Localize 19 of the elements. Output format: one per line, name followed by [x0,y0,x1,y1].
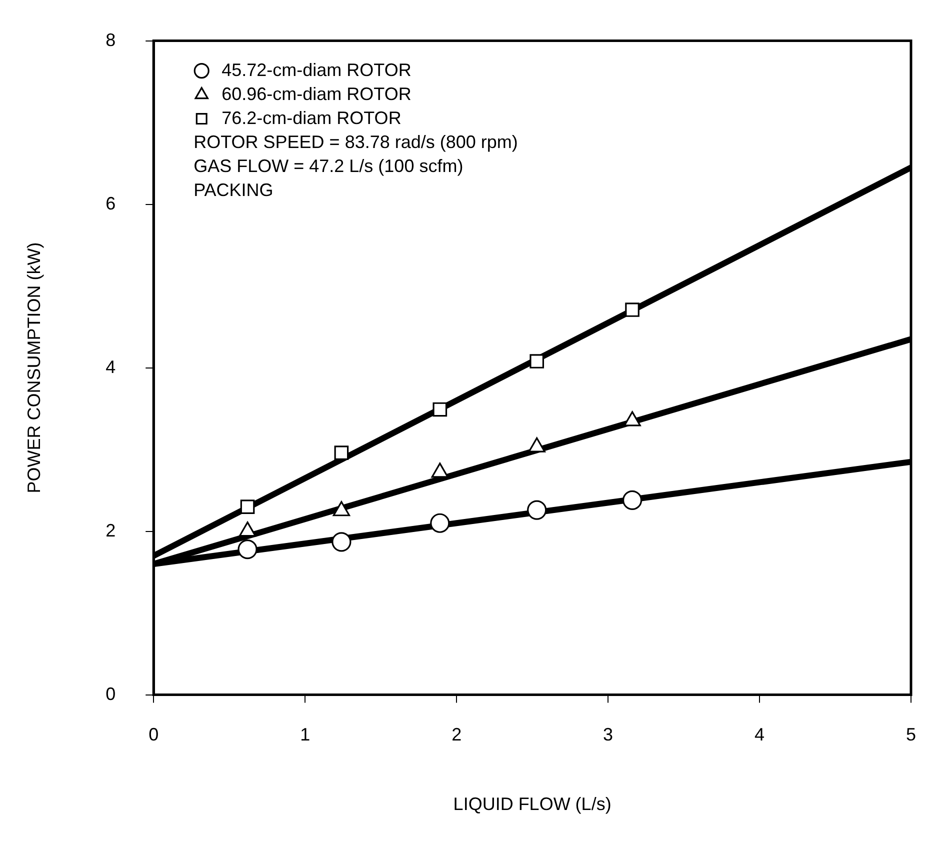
x-tick-label: 2 [452,724,462,745]
y-tick-label: 2 [106,520,116,540]
x-tick-label: 0 [148,724,159,745]
x-axis-title: LIQUID FLOW (L/s) [453,794,612,814]
y-tick-label: 4 [106,356,116,377]
legend-label: 45.72-cm-diam ROTOR [222,60,412,80]
annotation: GAS FLOW = 47.2 L/s (100 scfm) [194,156,464,176]
y-tick-label: 0 [106,684,116,704]
y-tick-label: 6 [106,193,116,214]
y-axis-title: POWER CONSUMPTION (kW) [24,242,44,494]
x-tick-label: 3 [603,724,614,745]
y-tick-label: 8 [106,30,116,50]
annotation: ROTOR SPEED = 83.78 rad/s (800 rpm) [194,132,518,152]
x-tick-label: 4 [754,724,765,745]
x-tick-label: 5 [906,724,916,745]
x-tick-label: 1 [300,724,310,745]
annotation: PACKING [194,180,274,200]
legend-label: 76.2-cm-diam ROTOR [222,108,402,128]
legend-label: 60.96-cm-diam ROTOR [222,84,412,104]
